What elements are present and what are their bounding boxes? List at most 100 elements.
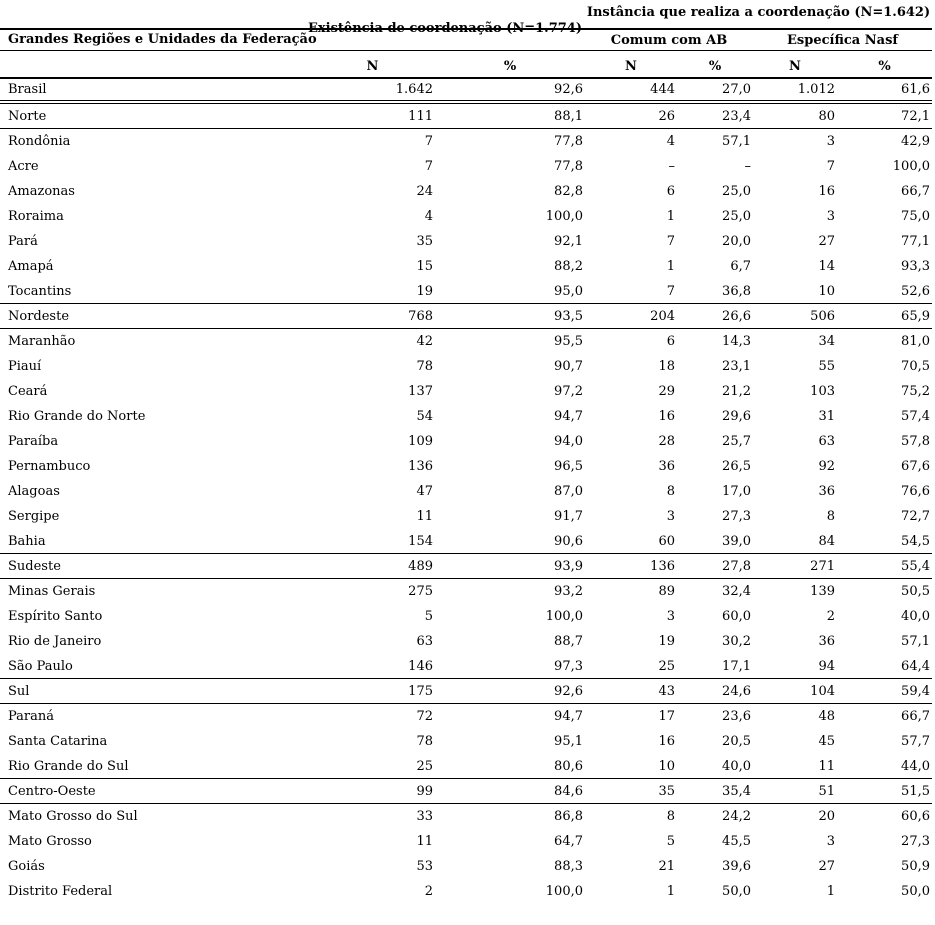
- cell-value: 3: [826, 209, 835, 224]
- row-label: Pernambuco: [8, 459, 91, 474]
- cell-value: 88,7: [554, 634, 583, 649]
- cell-value: 7: [666, 283, 675, 299]
- table-row-state: Rio Grande do Norte 54 94,7 16 29,6 31 57,4: [0, 404, 932, 429]
- cell-value: 111: [408, 108, 433, 124]
- cell-value: 60: [658, 533, 675, 549]
- row-label: Bahia: [8, 533, 46, 549]
- table-row-state: Maranhão 42 95,5 6 14,3 34 81,0: [0, 329, 932, 354]
- row-label: Sudeste: [8, 558, 61, 574]
- row-label: Amapá: [8, 259, 54, 274]
- table-row-state: Amapá 15 88,2 1 6,7 14 93,3: [0, 254, 932, 279]
- cell-value: 63: [818, 434, 835, 449]
- cell-value: 91,7: [554, 509, 583, 524]
- cell-value: 27,8: [722, 558, 751, 574]
- cell-value: 16: [658, 409, 675, 424]
- cell-value: 39,6: [722, 859, 751, 874]
- cell-value: 18: [658, 359, 675, 374]
- cell-value: 25: [416, 758, 433, 774]
- cell-value: 28: [658, 434, 675, 449]
- cell-value: 47: [416, 484, 433, 499]
- cell-value: 10: [658, 758, 675, 774]
- cell-value: 90,7: [554, 359, 583, 374]
- table-body: Brasil 1.642 92,6 444 27,0 1.012 61,6 Norte 111 8…: [0, 79, 932, 904]
- cell-value: 29: [658, 384, 675, 399]
- table-row-state: Minas Gerais 275 93,2 89 32,4 139 50,5: [0, 579, 932, 604]
- cell-value: 100,0: [545, 609, 583, 624]
- table-row-state: Espírito Santo 5 100,0 3 60,0 2 40,0: [0, 604, 932, 629]
- cell-value: 2: [424, 884, 433, 899]
- cell-value: 11: [416, 834, 433, 849]
- table-row-state: Paraíba 109 94,0 28 25,7 63 57,8: [0, 429, 932, 454]
- cell-value: 48: [818, 709, 835, 724]
- cell-value: 60,6: [901, 809, 930, 824]
- cell-value: 24,2: [722, 809, 751, 824]
- cell-value: 94,7: [554, 709, 583, 724]
- measure-header-pct-nasf: %: [878, 59, 891, 74]
- cell-value: 92,6: [554, 683, 583, 699]
- cell-value: 87,0: [554, 484, 583, 499]
- cell-value: 89: [658, 584, 675, 599]
- cell-value: 94,7: [554, 409, 583, 424]
- table-row-state: Distrito Federal 2 100,0 1 50,0 1 50,0: [0, 879, 932, 904]
- row-dimension-header: Grandes Regiões e Unidades da Federação: [8, 32, 317, 47]
- cell-value: 64,4: [901, 658, 930, 674]
- row-label: Amazonas: [8, 184, 75, 199]
- cell-value: 40,0: [901, 609, 930, 624]
- cell-value: 50,9: [901, 859, 930, 874]
- row-label: Goiás: [8, 859, 45, 874]
- cell-value: 146: [408, 658, 433, 674]
- cell-value: 19: [658, 634, 675, 649]
- cell-value: 30,2: [722, 634, 751, 649]
- cell-value: 154: [408, 533, 433, 549]
- table-row-state: Pernambuco 136 96,5 36 26,5 92 67,6: [0, 454, 932, 479]
- table-row-state: Rio Grande do Sul 25 80,6 10 40,0 11 44,0: [0, 754, 932, 779]
- cell-value: 60,0: [722, 609, 751, 624]
- cell-value: 27,0: [722, 82, 751, 97]
- cell-value: 3: [826, 834, 835, 849]
- cell-value: 72,7: [901, 509, 930, 524]
- cell-value: 36,8: [722, 283, 751, 299]
- cell-value: 29,6: [722, 409, 751, 424]
- cell-value: 93,5: [554, 308, 583, 324]
- cell-value: 45,5: [722, 834, 751, 849]
- cell-value: 21: [658, 859, 675, 874]
- cell-value: 57,1: [901, 634, 930, 649]
- cell-value: 34: [818, 334, 835, 349]
- cell-value: 44,0: [901, 758, 930, 774]
- cell-value: 93,9: [554, 558, 583, 574]
- cell-value: 55: [818, 359, 835, 374]
- cell-value: 92,1: [554, 234, 583, 249]
- cell-value: 25,0: [722, 209, 751, 224]
- cell-value: 5: [666, 834, 675, 849]
- cell-value: 27: [818, 234, 835, 249]
- measure-header-n-comum: N: [625, 59, 637, 74]
- table-row-state: Mato Grosso do Sul 33 86,8 8 24,2 20 60,6: [0, 804, 932, 829]
- row-label: Sul: [8, 683, 30, 699]
- cell-value: 2: [826, 609, 835, 624]
- cell-value: 57,7: [901, 734, 930, 749]
- cell-value: 137: [408, 384, 433, 399]
- cell-value: –: [668, 159, 676, 174]
- cell-value: 50,0: [901, 884, 930, 899]
- cell-value: 93,3: [901, 259, 930, 274]
- cell-value: 93,2: [554, 584, 583, 599]
- cell-value: 1: [826, 884, 835, 899]
- cell-value: 39,0: [722, 533, 751, 549]
- cell-value: 506: [810, 308, 835, 324]
- cell-value: 53: [416, 859, 433, 874]
- table-row-state: Acre 7 77,8 – – 7 100,0: [0, 154, 932, 179]
- row-label: São Paulo: [8, 658, 73, 674]
- row-label: Minas Gerais: [8, 584, 96, 599]
- cell-value: 7: [424, 134, 433, 149]
- cell-value: 24,6: [722, 683, 751, 699]
- cell-value: 54: [416, 409, 433, 424]
- table-row-state: Rio de Janeiro 63 88,7 19 30,2 36 57,1: [0, 629, 932, 654]
- cell-value: 1: [666, 884, 675, 899]
- cell-value: 67,6: [901, 459, 930, 474]
- cell-value: 15: [416, 259, 433, 274]
- table-header: Instância que realiza a coordenação (N=1…: [0, 0, 935, 79]
- row-label: Espírito Santo: [8, 609, 103, 624]
- cell-value: 88,2: [554, 259, 583, 274]
- cell-value: 42: [416, 334, 433, 349]
- table-row-region: Sul 175 92,6 43 24,6 104 59,4: [0, 679, 932, 704]
